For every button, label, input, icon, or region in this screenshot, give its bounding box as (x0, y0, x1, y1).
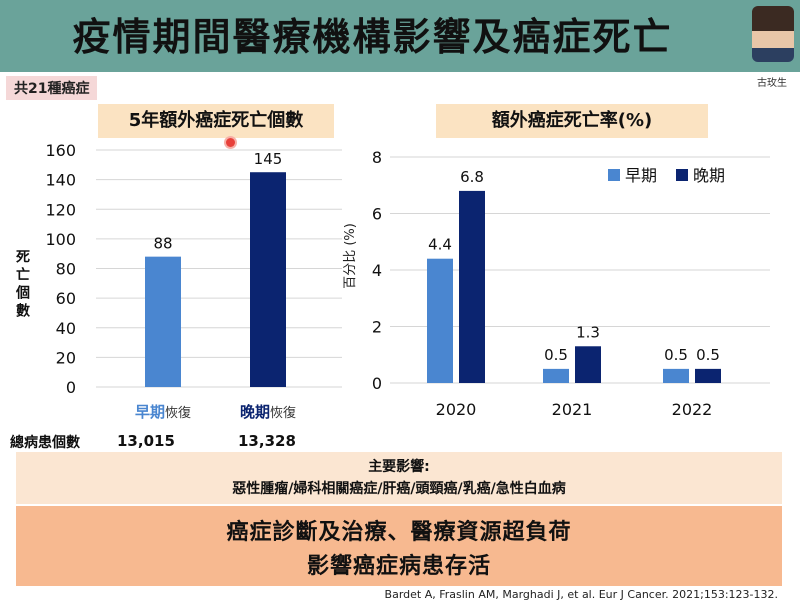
speaker-avatar (752, 6, 794, 62)
left-bar-early (145, 256, 181, 387)
left-bar-value-label: 88 (153, 235, 172, 253)
legend-label: 晚期 (693, 166, 725, 185)
left-chart-title: 5年額外癌症死亡個數 (98, 104, 334, 138)
right-x-tick-label: 2020 (436, 400, 477, 419)
conclusion-line-1: 癌症診斷及治療、醫療資源超負荷 (226, 520, 572, 545)
right-bar-early (663, 368, 689, 383)
left-y-tick-label: 60 (56, 289, 76, 308)
left-y-tick-label: 100 (45, 230, 76, 249)
left-y-tick-label: 20 (56, 348, 76, 367)
category-emphasis: 晚期 (240, 403, 270, 421)
right-bar-value-label: 0.5 (696, 346, 720, 364)
right-bar-early (427, 258, 453, 383)
right-bar-value-label: 0.5 (664, 346, 688, 364)
right-bar-value-label: 6.8 (460, 168, 484, 186)
category-suffix: 恢復 (270, 405, 296, 421)
title-bar (0, 0, 800, 72)
left-y-tick-label: 0 (66, 378, 76, 397)
early-patient-count: 13,015 (117, 432, 175, 450)
left-x-tick-label: 早期恢復 (135, 403, 191, 421)
right-y-tick-label: 6 (372, 205, 382, 224)
left-y-tick-label: 160 (45, 141, 76, 160)
right-bar-late (459, 190, 485, 383)
summary-box: 主要影響: 惡性腫瘤/婦科相關癌症/肝癌/頭頸癌/乳癌/急性白血病 (16, 452, 782, 504)
right-bar-value-label: 4.4 (428, 236, 452, 254)
summary-heading: 主要影響: (368, 459, 430, 475)
left-bar-late (250, 172, 286, 387)
left-x-tick-label: 晚期恢復 (240, 403, 296, 421)
legend-swatch-late (676, 169, 688, 181)
conclusion-line-2: 影響癌症病患存活 (306, 554, 491, 579)
right-bar-late (695, 368, 721, 383)
right-bar-value-label: 0.5 (544, 346, 568, 364)
right-bar-early (543, 368, 569, 383)
left-y-tick-label: 120 (45, 200, 76, 219)
right-x-tick-label: 2022 (672, 400, 713, 419)
conclusion-box: 癌症診斷及治療、醫療資源超負荷 影響癌症病患存活 (16, 506, 782, 586)
left-y-axis-label: 死亡個數 (14, 249, 31, 321)
citation: Bardet A, Fraslin AM, Marghadi J, et al.… (384, 588, 778, 601)
right-y-tick-label: 2 (372, 318, 382, 337)
left-y-tick-label: 40 (56, 319, 76, 338)
left-y-tick-label: 140 (45, 171, 76, 190)
category-suffix: 恢復 (165, 405, 191, 421)
right-y-axis-label: 百分比 (%) (343, 223, 358, 289)
right-chart-title: 額外癌症死亡率(%) (436, 104, 708, 138)
cancer-count-tag: 共21種癌症 (6, 76, 98, 100)
late-patient-count: 13,328 (238, 432, 296, 450)
right-bar-late (575, 346, 601, 383)
right-y-tick-label: 4 (372, 261, 382, 280)
pointer-dot (226, 138, 235, 147)
page-title: 疫情期間醫療機構影響及癌症死亡 (72, 15, 673, 59)
summary-cancer-list: 惡性腫瘤/婦科相關癌症/肝癌/頭頸癌/乳癌/急性白血病 (232, 481, 566, 497)
left-bar-value-label: 145 (254, 150, 283, 168)
legend-label: 早期 (625, 166, 657, 185)
right-y-tick-label: 0 (372, 374, 382, 393)
category-emphasis: 早期 (135, 403, 165, 421)
legend-swatch-early (608, 169, 620, 181)
right-bar-value-label: 1.3 (576, 323, 600, 341)
right-bar-chart: 百分比 (%) 0 2 4 6 8 4.4 6.8 2020 0.5 1.3 2021 0.5 0.5 2… (343, 148, 770, 419)
right-x-tick-label: 2021 (552, 400, 593, 419)
total-patients-label: 總病患個數 (10, 435, 80, 451)
speaker-name: 古玫生 (757, 78, 787, 89)
right-y-tick-label: 8 (372, 148, 382, 167)
left-y-tick-label: 80 (56, 260, 76, 279)
